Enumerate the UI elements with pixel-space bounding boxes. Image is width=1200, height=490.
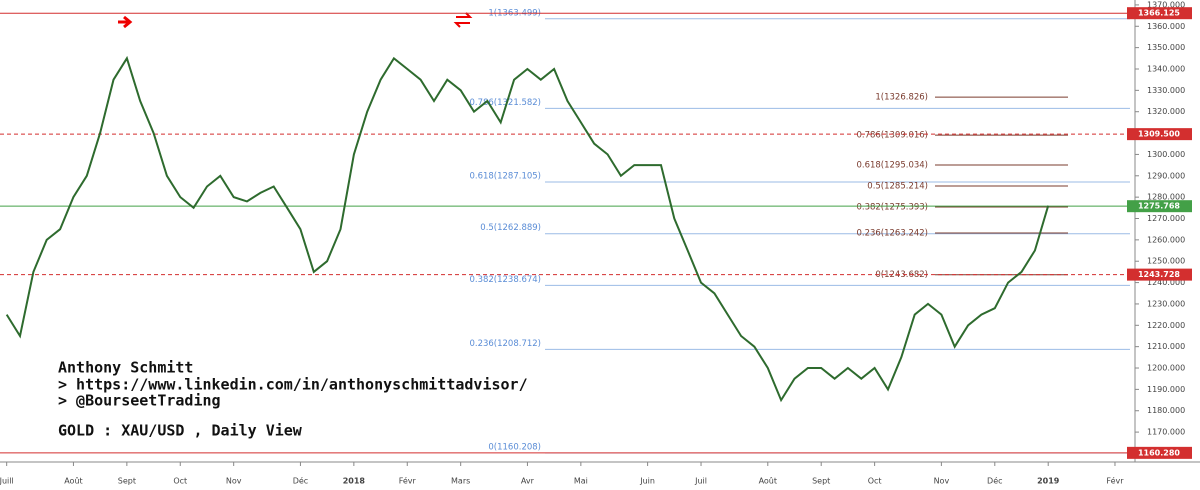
fib-label: 0.236(1263.242) [856,228,928,238]
price-tag-label: 1160.280 [1138,448,1180,457]
y-tick-label: 1190.000 [1147,385,1185,394]
y-tick-label: 1170.000 [1147,428,1185,437]
y-tick-label: 1200.000 [1147,364,1185,373]
y-tick-label: 1350.000 [1147,43,1185,52]
y-tick-label: 1370.000 [1147,0,1185,9]
handle: > @BourseetTrading [58,392,221,410]
arrow-icon [118,15,133,29]
y-tick-label: 1320.000 [1147,107,1185,116]
swap-icon [453,12,473,28]
fib-label: 0.618(1287.105) [469,171,541,181]
fib-label: 0.382(1275.393) [856,202,928,212]
x-tick-label: Juill [0,477,14,486]
fib-label: 0.5(1262.889) [480,223,541,233]
y-tick-label: 1230.000 [1147,299,1185,308]
x-tick-label: Sept [812,477,830,486]
chart-title: GOLD : XAU/USD , Daily View [58,422,303,440]
x-tick-label: Mai [574,477,588,486]
x-tick-label: Juil [694,477,707,486]
price-tag [1127,7,1192,20]
price-tag [1127,268,1192,281]
y-tick-label: 1260.000 [1147,235,1185,244]
price-line [5,55,1050,403]
x-tick-label: 2018 [343,477,366,486]
x-tick-label: Avr [521,477,535,486]
x-tick-label: Sept [118,477,136,486]
x-tick-label: Nov [226,477,242,486]
price-tag [1127,446,1192,459]
price-tag [1127,200,1192,213]
fib-label: 1(1326.826) [875,93,928,103]
y-tick-label: 1360.000 [1147,22,1185,31]
y-tick-label: 1280.000 [1147,193,1185,202]
x-tick-label: Nov [934,477,950,486]
x-tick-label: Févr [1106,476,1124,486]
y-tick-label: 1180.000 [1147,406,1185,415]
price-tag-label: 1243.728 [1138,270,1180,279]
x-tick-label: 2019 [1037,477,1060,486]
fib-label: 0.236(1208.712) [469,339,541,349]
price-tag-label: 1275.768 [1138,202,1180,211]
fib-label: 0.5(1285.214) [867,182,928,192]
x-tick-label: Déc [293,476,308,486]
x-tick-label: Oct [173,477,187,486]
link: > https://www.linkedin.com/in/anthonysch… [58,376,528,394]
fib-label: 0.382(1238.674) [469,275,541,285]
x-tick-label: Févr [399,476,417,486]
fib-label: 0(1160.208) [488,443,541,453]
y-tick-label: 1210.000 [1147,342,1185,351]
price-tag-label: 1366.125 [1138,9,1180,18]
x-tick-label: Mars [451,477,470,486]
author: Anthony Schmitt [58,359,193,377]
price-tag-label: 1309.500 [1138,130,1180,139]
y-tick-label: 1300.000 [1147,150,1185,159]
y-tick-label: 1290.000 [1147,171,1185,180]
y-tick-label: 1240.000 [1147,278,1185,287]
y-tick-label: 1270.000 [1147,214,1185,223]
x-tick-label: Juin [639,477,655,486]
fib-label: 0.618(1295.034) [856,161,928,171]
x-tick-label: Déc [987,476,1002,486]
fib-label: 0(1243.682) [875,270,928,280]
y-tick-label: 1330.000 [1147,86,1185,95]
price-tag [1127,128,1192,141]
fib-label: 0.786(1321.582) [469,98,541,108]
x-tick-label: Août [759,477,777,486]
y-tick-label: 1220.000 [1147,321,1185,330]
x-tick-label: Août [64,477,82,486]
y-tick-label: 1250.000 [1147,257,1185,266]
annotation-block: Anthony Schmitt > https://www.linkedin.c… [58,359,528,440]
x-tick-label: Oct [868,477,882,486]
fib-label: 0.786(1309.016) [856,131,928,141]
y-tick-label: 1340.000 [1147,64,1185,73]
